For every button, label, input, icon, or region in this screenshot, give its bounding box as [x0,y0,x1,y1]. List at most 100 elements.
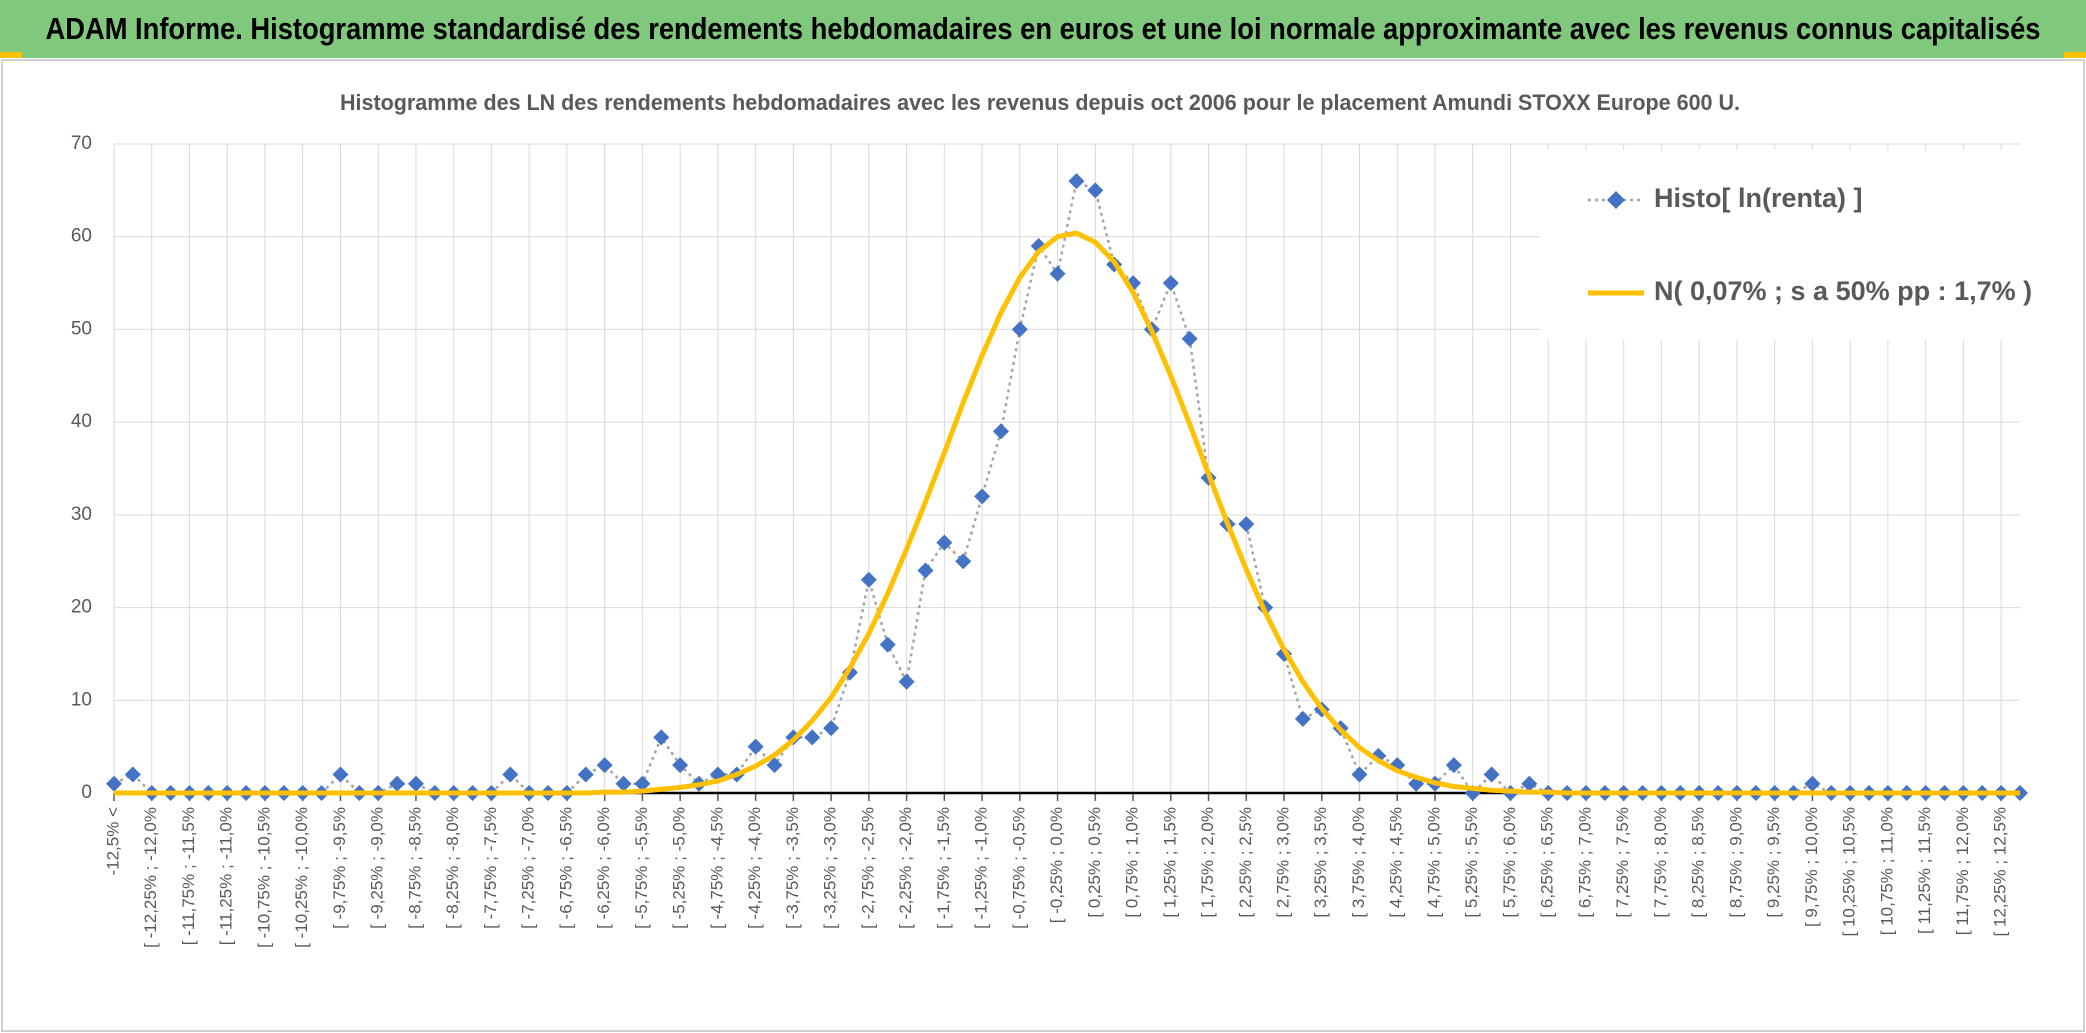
x-tick-label: [ 0,75% ; 1,0% [1123,807,1142,918]
data-point [898,673,915,690]
chart-title: Histogramme des LN des rendements hebdom… [340,90,1740,115]
data-point [1351,766,1368,783]
x-tick-label: [ -4,75% ; -4,5% [707,807,726,929]
x-tick-label: [ 6,75% ; 7,0% [1575,807,1594,918]
data-point [974,488,991,505]
y-tick-label: 30 [71,504,92,525]
data-point [804,729,821,746]
x-tick-label: [ 10,25% ; 10,5% [1840,807,1859,936]
data-point [1483,766,1500,783]
x-tick-label: [ -11,75% ; -11,5% [179,807,198,945]
corner-mark [2064,52,2086,58]
y-tick-label: 20 [71,597,92,618]
x-tick-label: [ -2,75% ; -2,5% [858,807,877,929]
chart-border [1,59,2085,1032]
legend-label: Histo[ ln(renta) ] [1654,183,1863,213]
series-line [114,230,2020,796]
x-tick-label: [ -8,75% ; -8,5% [405,807,424,929]
y-tick-label: 70 [71,133,92,154]
data-point [1804,775,1821,792]
data-point [1238,516,1255,533]
header-bar [0,0,2086,58]
data-point [992,423,1009,440]
data-point [1181,330,1198,347]
x-tick-label: [ 4,25% ; 4,5% [1387,807,1406,918]
data-point [1087,182,1104,199]
y-tick-label: 40 [71,411,92,432]
x-tick-label: [ 1,25% ; 1,5% [1160,807,1179,918]
x-tick-label: [ 11,25% ; 11,5% [1915,807,1934,934]
x-tick-label: -12,5% < [103,807,122,876]
data-point [955,553,972,570]
x-tick-label: [ -12,25% ; -12,0% [141,807,160,948]
x-tick-label: [ -10,25% ; -10,0% [292,807,311,948]
x-tick-label: [ 2,25% ; 2,5% [1236,807,1255,918]
data-point [1162,275,1179,292]
x-tick-label: [ -2,25% ; -2,0% [896,807,915,929]
x-tick-label: [ 12,25% ; 12,5% [1991,807,2010,936]
x-tick-label: [ 8,25% ; 8,5% [1689,807,1708,918]
data-point [124,766,141,783]
x-tick-label: [ -8,25% ; -8,0% [443,807,462,929]
x-tick-label: [ 3,75% ; 4,0% [1349,807,1368,918]
header-title: ADAM Informe. Histogramme standardisé de… [46,11,2041,46]
legend-box [1540,150,2022,340]
x-tick-label: [ 4,75% ; 5,0% [1424,807,1443,918]
legend-marker [1607,191,1625,209]
x-tick-label: [ 5,75% ; 6,0% [1500,807,1519,918]
y-tick-label: 10 [71,689,92,710]
x-tick-label: [ 7,75% ; 8,0% [1651,807,1670,918]
x-tick-label: [ -0,75% ; -0,5% [1009,807,1028,929]
data-point [1445,757,1462,774]
data-point [596,757,613,774]
x-tick-label: [ -6,25% ; -6,0% [594,807,613,929]
data-point [407,775,424,792]
data-point [502,766,519,783]
data-point [653,729,670,746]
data-point [577,766,594,783]
data-point [1294,710,1311,727]
x-tick-label: [ -6,75% ; -6,5% [556,807,575,929]
y-tick-label: 50 [71,318,92,339]
data-point [389,775,406,792]
data-point [936,534,953,551]
x-tick-label: [ 9,25% ; 9,5% [1764,807,1783,918]
data-point [1068,173,1085,190]
x-tick-label: [ -10,75% ; -10,5% [254,807,273,948]
x-tick-label: [ -11,25% ; -11,0% [217,807,236,945]
x-tick-label: [ 11,75% ; 12,0% [1953,807,1972,935]
x-tick-label: [ 10,75% ; 11,0% [1877,807,1896,935]
data-point [106,775,122,792]
data-point [823,720,840,737]
legend-label: N( 0,07% ; s a 50% pp : 1,7% ) [1654,276,2032,306]
x-tick-label: [ 8,75% ; 9,0% [1726,807,1745,918]
data-point [1049,265,1066,282]
data-point [860,571,877,588]
data-point [917,562,934,579]
data-point [747,738,764,755]
x-tick-label: [ -9,25% ; -9,0% [368,807,387,929]
data-point [1521,775,1538,792]
x-tick-label: [ -1,75% ; -1,5% [934,807,953,929]
x-tick-label: [ -1,25% ; -1,0% [972,807,991,929]
x-tick-label: [ 9,75% ; 10,0% [1802,807,1821,927]
data-point [672,757,689,774]
x-tick-label: [ 2,75% ; 3,0% [1274,807,1293,918]
x-tick-label: [ -4,25% ; -4,0% [745,807,764,929]
x-tick-label: [ -5,75% ; -5,5% [632,807,651,929]
y-tick-label: 60 [71,226,92,247]
data-point [615,775,632,792]
corner-mark [0,52,22,58]
x-tick-label: [ 0,25% ; 0,5% [1085,807,1104,918]
data-point [766,757,783,774]
x-tick-label: [ -0,25% ; 0,0% [1047,807,1066,923]
x-tick-label: [ -5,25% ; -5,0% [670,807,689,929]
x-tick-label: [ -7,75% ; -7,5% [481,807,500,929]
x-tick-label: [ 1,75% ; 2,0% [1198,807,1217,918]
x-tick-label: [ 3,25% ; 3,5% [1311,807,1330,918]
x-tick-label: [ -7,25% ; -7,0% [519,807,538,929]
data-point [879,636,896,653]
data-point [634,775,651,792]
x-tick-label: [ -3,25% ; -3,0% [821,807,840,929]
